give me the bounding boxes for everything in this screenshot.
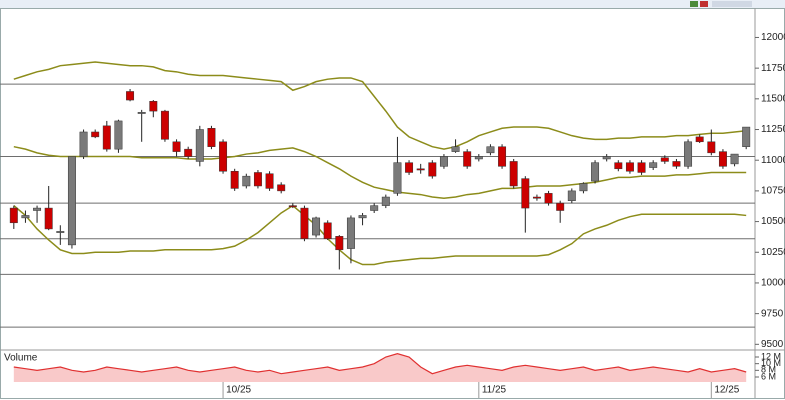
candle-body [602,156,611,160]
candle-body [370,205,379,211]
candle-body [207,128,216,147]
candle-body [184,148,193,157]
candle-body [405,162,414,173]
volume-title: Volume [4,353,38,364]
toolbar-button[interactable] [690,1,698,7]
candle-body [9,207,18,224]
y-tick-label: 10500 [761,216,785,227]
volume-area [13,353,747,382]
x-tick-label: 12/25 [714,385,739,396]
candle-body [381,196,390,206]
y-tick-label: 10750 [761,186,785,197]
candle-body [521,178,530,209]
candle-body [21,215,30,219]
candle-body [126,91,135,101]
candle-body [718,151,727,167]
candle-body [532,196,541,199]
candle-body [707,141,716,154]
candle-body [439,156,448,167]
candle-body [591,162,600,182]
candle-body [498,146,507,167]
toolbar-button[interactable] [700,1,708,7]
candle-body [277,184,286,192]
candle-body [474,156,483,160]
candle-body [346,217,355,249]
band-line [13,61,747,150]
candle-body [219,141,228,172]
candle-body [323,222,332,240]
candle-body [358,215,367,219]
y-tick-label: 11750 [761,63,785,74]
candle-body [312,217,321,236]
candle-body [149,101,158,112]
y-tick-label: 8 M [761,365,776,375]
candle-body [684,141,693,167]
candle-body [486,146,495,154]
candle-body [695,136,704,143]
candle-body [567,190,576,201]
candle-body [172,141,181,152]
candle-body [230,170,239,189]
candle-body [137,112,146,114]
candle-body [660,157,669,162]
candle-body [509,161,518,187]
band-line [13,204,747,266]
candle-body [253,172,262,187]
candle-body [730,153,739,165]
candle-body [79,131,88,157]
toolbar [0,0,785,8]
candle-body [428,162,437,177]
y-tick-label: 12 M [761,351,781,361]
y-tick-label: 11000 [761,155,785,166]
candle-body [556,202,565,211]
band-line [13,145,747,200]
candle-body [625,162,634,172]
candle-body [544,193,553,204]
y-tick-label: 12000 [761,32,785,43]
candle-body [742,126,751,147]
y-tick-label: 9750 [761,308,784,319]
candle-body [451,146,460,152]
toolbar-button[interactable] [712,1,752,7]
candle-body [649,162,658,168]
candle-body [416,168,425,171]
x-tick-label: 11/25 [482,385,507,396]
x-tick-label: 10/25 [226,385,251,396]
candle-body [300,207,309,240]
candle-body [67,156,76,246]
candle-body [114,120,123,150]
candle-body [242,175,251,187]
candle-body [56,231,65,233]
candle-body [160,110,169,140]
candle-body [91,131,100,138]
candle-body [463,151,472,167]
volume-line [13,353,747,375]
candle-body [672,161,681,167]
candle-body [195,129,204,162]
y-tick-label: 10250 [761,247,785,258]
y-tick-label: 6 M [761,371,776,381]
candle-body [265,173,274,189]
candle-body [614,162,623,170]
y-tick-label: 10000 [761,278,785,289]
y-tick-label: 11250 [761,124,785,135]
candle-body [288,205,297,208]
y-tick-label: 10 M [761,358,781,368]
y-tick-label: 11500 [761,93,785,104]
candle-body [393,162,402,194]
candle-body [44,207,53,230]
candle-body [579,183,588,192]
candle-body [33,207,42,211]
candle-body [637,162,646,173]
candle-body [102,125,111,150]
candle-body [335,236,344,251]
y-tick-label: 9500 [761,339,784,350]
